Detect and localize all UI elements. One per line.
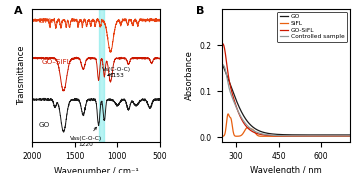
SiFL	[348, 135, 352, 137]
GO-SiFL	[316, 135, 320, 137]
Controlled sample	[305, 135, 310, 137]
Controlled sample	[221, 64, 225, 66]
X-axis label: Wavenumber / cm⁻¹: Wavenumber / cm⁻¹	[54, 166, 138, 173]
GO-SiFL	[220, 43, 225, 45]
Bar	[99, 9, 104, 142]
Text: B: B	[196, 6, 204, 16]
GO	[277, 134, 282, 136]
GO	[295, 134, 299, 136]
Controlled sample	[348, 135, 352, 137]
X-axis label: Wavelength / nm: Wavelength / nm	[250, 166, 322, 173]
SiFL	[295, 135, 300, 137]
Line: SiFL: SiFL	[222, 114, 350, 136]
SiFL	[242, 130, 247, 132]
Controlled sample	[316, 135, 320, 137]
GO-SiFL	[348, 135, 352, 137]
GO-SiFL	[295, 135, 299, 137]
Text: A: A	[14, 6, 23, 16]
Controlled sample	[278, 135, 282, 137]
GO	[242, 116, 246, 118]
SiFL	[278, 135, 282, 137]
Controlled sample	[219, 65, 224, 67]
Text: GO: GO	[39, 122, 50, 128]
Line: GO-SiFL: GO-SiFL	[222, 44, 350, 136]
GO-SiFL	[252, 132, 257, 134]
GO	[348, 134, 352, 136]
GO-SiFL	[242, 123, 247, 125]
GO-SiFL	[305, 135, 310, 137]
Controlled sample	[252, 130, 257, 132]
GO-SiFL	[278, 135, 282, 137]
GO	[316, 134, 320, 136]
GO	[252, 127, 257, 129]
SiFL	[316, 135, 321, 137]
Text: SiFL: SiFL	[39, 18, 54, 24]
Line: GO: GO	[222, 61, 350, 135]
SiFL	[219, 135, 224, 137]
SiFL	[226, 113, 230, 115]
Controlled sample	[242, 121, 247, 123]
Text: Vs(C-O-C)
1153: Vs(C-O-C) 1153	[102, 67, 131, 78]
SiFL	[262, 135, 267, 137]
Controlled sample	[295, 135, 299, 137]
Text: Vas(C-O-C)
1220: Vas(C-O-C) 1220	[70, 127, 102, 147]
SiFL	[305, 135, 310, 137]
GO-SiFL	[219, 43, 224, 45]
SiFL	[252, 131, 257, 133]
GO	[219, 60, 224, 62]
GO	[305, 134, 309, 136]
Y-axis label: Transmittance: Transmittance	[17, 45, 26, 105]
Line: Controlled sample: Controlled sample	[222, 65, 350, 136]
Legend: GO, SiFL, GO-SiFL, Controlled sample: GO, SiFL, GO-SiFL, Controlled sample	[277, 12, 347, 42]
Text: GO–SiFL: GO–SiFL	[41, 59, 71, 65]
Y-axis label: Absorbance: Absorbance	[185, 50, 194, 100]
